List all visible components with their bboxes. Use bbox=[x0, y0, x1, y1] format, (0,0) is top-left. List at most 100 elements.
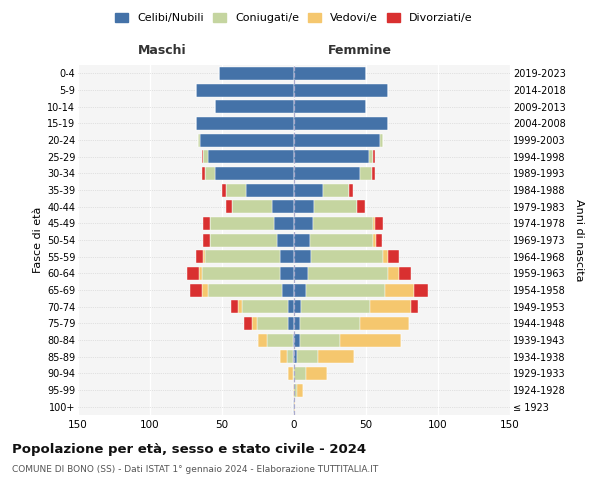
Bar bbox=[244, 317, 252, 330]
Bar bbox=[283, 284, 294, 296]
Bar bbox=[226, 200, 232, 213]
Text: COMUNE DI BONO (SS) - Dati ISTAT 1° gennaio 2024 - Elaborazione TUTTITALIA.IT: COMUNE DI BONO (SS) - Dati ISTAT 1° genn… bbox=[12, 465, 378, 474]
Bar bbox=[399, 267, 410, 280]
Bar bbox=[373, 217, 374, 230]
Text: Femmine: Femmine bbox=[328, 44, 392, 58]
Bar bbox=[238, 300, 242, 313]
Bar bbox=[203, 150, 208, 163]
Bar bbox=[203, 217, 211, 230]
Bar bbox=[294, 300, 301, 313]
Bar bbox=[196, 250, 203, 263]
Bar bbox=[200, 134, 294, 146]
Bar bbox=[294, 317, 300, 330]
Bar bbox=[205, 167, 215, 180]
Bar bbox=[297, 350, 319, 363]
Bar bbox=[215, 167, 294, 180]
Bar bbox=[388, 250, 399, 263]
Bar bbox=[280, 350, 287, 363]
Bar bbox=[349, 184, 353, 196]
Bar bbox=[370, 300, 410, 313]
Bar bbox=[380, 134, 383, 146]
Bar bbox=[294, 100, 366, 113]
Bar bbox=[308, 267, 388, 280]
Bar bbox=[360, 317, 409, 330]
Bar bbox=[294, 200, 314, 213]
Bar bbox=[294, 284, 305, 296]
Bar bbox=[340, 334, 401, 346]
Bar bbox=[202, 284, 208, 296]
Bar bbox=[301, 300, 370, 313]
Bar bbox=[247, 184, 294, 196]
Bar bbox=[280, 250, 294, 263]
Bar bbox=[294, 384, 297, 396]
Bar bbox=[313, 217, 373, 230]
Bar bbox=[373, 234, 376, 246]
Bar bbox=[187, 267, 199, 280]
Bar bbox=[280, 267, 294, 280]
Bar bbox=[203, 234, 211, 246]
Bar bbox=[205, 250, 280, 263]
Bar bbox=[288, 367, 293, 380]
Bar bbox=[376, 234, 382, 246]
Bar bbox=[369, 150, 373, 163]
Bar bbox=[288, 300, 294, 313]
Bar bbox=[230, 300, 238, 313]
Bar bbox=[294, 250, 311, 263]
Bar bbox=[293, 350, 294, 363]
Bar bbox=[252, 317, 257, 330]
Bar bbox=[294, 184, 323, 196]
Bar bbox=[294, 400, 295, 413]
Bar bbox=[314, 200, 358, 213]
Bar bbox=[305, 284, 385, 296]
Bar bbox=[294, 134, 380, 146]
Bar bbox=[190, 284, 202, 296]
Bar bbox=[203, 250, 205, 263]
Legend: Celibi/Nubili, Coniugati/e, Vedovi/e, Divorziati/e: Celibi/Nubili, Coniugati/e, Vedovi/e, Di… bbox=[111, 8, 477, 28]
Bar bbox=[311, 250, 383, 263]
Bar bbox=[293, 334, 294, 346]
Bar bbox=[360, 167, 372, 180]
Bar bbox=[294, 350, 297, 363]
Bar bbox=[197, 134, 200, 146]
Y-axis label: Fasce di età: Fasce di età bbox=[32, 207, 43, 273]
Bar bbox=[294, 234, 310, 246]
Bar bbox=[300, 334, 340, 346]
Bar bbox=[288, 317, 294, 330]
Bar bbox=[196, 117, 294, 130]
Bar bbox=[297, 384, 302, 396]
Bar bbox=[287, 350, 293, 363]
Bar bbox=[410, 300, 418, 313]
Y-axis label: Anni di nascita: Anni di nascita bbox=[574, 198, 584, 281]
Text: Maschi: Maschi bbox=[137, 44, 187, 58]
Bar bbox=[383, 250, 388, 263]
Bar bbox=[319, 350, 355, 363]
Bar bbox=[358, 200, 365, 213]
Bar bbox=[293, 384, 294, 396]
Bar bbox=[294, 334, 300, 346]
Bar bbox=[211, 234, 277, 246]
Bar bbox=[388, 267, 399, 280]
Bar bbox=[293, 400, 294, 413]
Bar bbox=[196, 84, 294, 96]
Bar bbox=[323, 184, 349, 196]
Bar bbox=[300, 317, 360, 330]
Bar bbox=[208, 150, 294, 163]
Bar bbox=[385, 284, 413, 296]
Bar bbox=[226, 184, 247, 196]
Bar bbox=[374, 217, 383, 230]
Bar bbox=[294, 267, 308, 280]
Bar bbox=[219, 67, 294, 80]
Bar bbox=[215, 100, 294, 113]
Bar bbox=[272, 200, 294, 213]
Bar bbox=[232, 200, 272, 213]
Bar bbox=[208, 284, 283, 296]
Bar bbox=[202, 167, 205, 180]
Bar bbox=[202, 267, 280, 280]
Bar bbox=[274, 217, 294, 230]
Bar bbox=[277, 234, 294, 246]
Bar bbox=[211, 217, 274, 230]
Bar bbox=[293, 367, 294, 380]
Bar bbox=[258, 334, 266, 346]
Bar bbox=[294, 217, 313, 230]
Bar bbox=[373, 150, 374, 163]
